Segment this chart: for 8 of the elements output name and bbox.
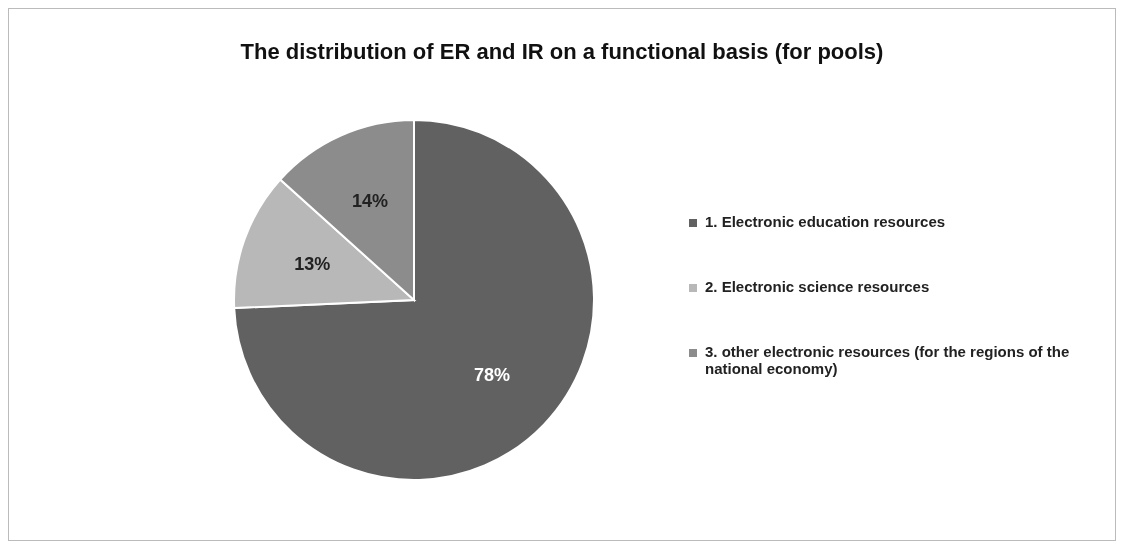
legend-label: 3. other electronic resources (for the regions of the national economy)	[705, 343, 1071, 377]
data-label: 13%	[294, 253, 331, 274]
pie-slice	[233, 119, 595, 481]
legend-label: 1. Electronic education resources	[705, 213, 946, 230]
data-label: 14%	[352, 191, 389, 212]
chart-title: The distribution of ER and IR on a functional basis (for pools)	[239, 39, 885, 65]
legend-label: 2. Electronic science resources	[705, 278, 930, 295]
data-label: 78%	[474, 364, 511, 385]
